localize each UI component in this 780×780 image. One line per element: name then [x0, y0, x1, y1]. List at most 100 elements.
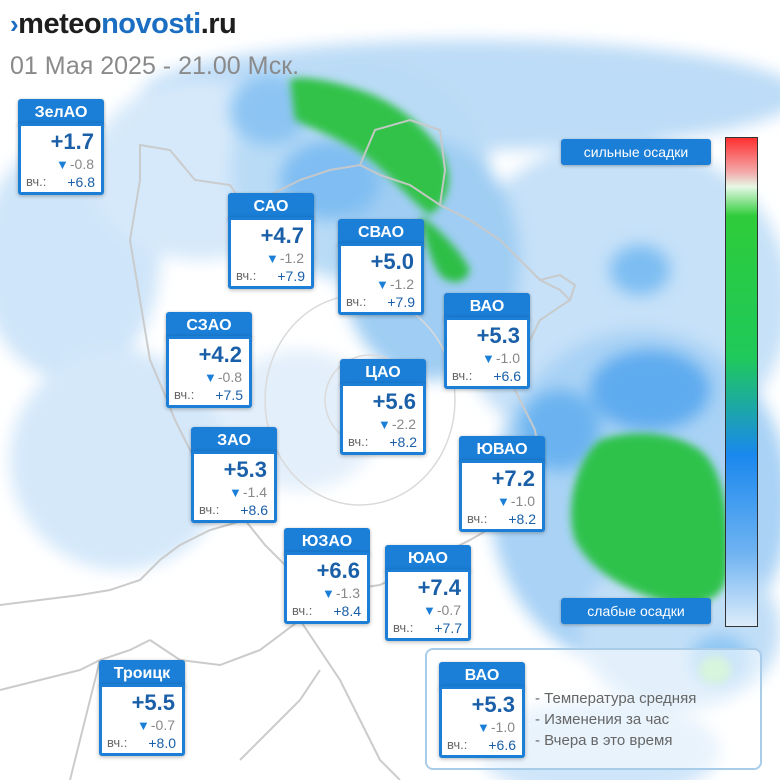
hourly-change: ▼-1.2: [376, 276, 414, 293]
yesterday-row: вч.: +7.9: [236, 268, 305, 284]
district-card-yuao[interactable]: ЮАО +7.4 ▼-0.7 вч.: +7.7: [385, 545, 471, 641]
district-card-zao[interactable]: ЗАО +5.3 ▼-1.4 вч.: +8.6: [191, 427, 277, 523]
hourly-change: ▼-1.0: [497, 493, 535, 510]
district-name: ВАО: [444, 293, 530, 321]
change-value: -0.8: [217, 369, 242, 385]
district-name: ВАО: [439, 662, 525, 690]
temperature-value: +5.3: [223, 457, 267, 482]
district-panel: +5.6 ▼-2.2 вч.: +8.2: [340, 383, 426, 455]
district-panel: +1.7 ▼-0.8 вч.: +6.8: [18, 123, 104, 195]
temperature-value: +5.6: [372, 389, 416, 414]
change-value: -2.2: [391, 416, 416, 432]
yesterday-value: +6.6: [488, 737, 516, 753]
yesterday-row: вч.: +8.2: [467, 511, 536, 527]
district-panel: +5.5 ▼-0.7 вч.: +8.0: [99, 684, 185, 756]
temperature-value: +6.6: [316, 558, 360, 583]
down-triangle-icon: ▼: [497, 494, 510, 509]
down-triangle-icon: ▼: [482, 351, 495, 366]
district-panel: +4.2 ▼-0.8 вч.: +7.5: [166, 336, 252, 408]
yesterday-value: +8.2: [508, 511, 536, 527]
weak-precipitation-label: слабые осадки: [561, 598, 711, 624]
explanation-yesterday: - Вчера в это время: [535, 732, 673, 749]
district-panel: +7.2 ▼-1.0 вч.: +8.2: [459, 460, 545, 532]
district-name: ЮЗАО: [284, 528, 370, 556]
yesterday-value: +7.9: [387, 294, 415, 310]
yesterday-value: +8.0: [148, 735, 176, 751]
yesterday-value: +6.8: [67, 174, 95, 190]
logo-mark: ›: [10, 9, 19, 39]
medium-precipitation-area: [230, 75, 750, 685]
down-triangle-icon: ▼: [322, 586, 335, 601]
district-name: САО: [228, 193, 314, 221]
hourly-change: ▼-0.8: [56, 156, 94, 173]
yesterday-value: +7.7: [434, 620, 462, 636]
district-panel: +5.3 ▼-1.0 вч.: +6.6: [439, 686, 525, 758]
district-card-yuzao[interactable]: ЮЗАО +6.6 ▼-1.3 вч.: +8.4: [284, 528, 370, 624]
district-name: Троицк: [99, 660, 185, 688]
district-panel: +4.7 ▼-1.2 вч.: +7.9: [228, 217, 314, 289]
temperature-value: +4.7: [260, 223, 304, 248]
district-panel: +5.0 ▼-1.2 вч.: +7.9: [338, 243, 424, 315]
yesterday-value: +8.6: [240, 502, 268, 518]
yesterday-value: +8.4: [333, 603, 361, 619]
district-card-szao[interactable]: СЗАО +4.2 ▼-0.8 вч.: +7.5: [166, 312, 252, 408]
hourly-change: ▼-1.2: [266, 250, 304, 267]
temperature-value: +5.0: [370, 249, 414, 274]
down-triangle-icon: ▼: [378, 417, 391, 432]
change-value: -1.4: [242, 484, 267, 500]
temperature-value: +4.2: [198, 342, 242, 367]
district-name: ЗАО: [191, 427, 277, 455]
yesterday-row: вч.: +8.6: [199, 502, 268, 518]
yesterday-label: вч.:: [236, 268, 257, 283]
district-card-vao[interactable]: ВАО +5.3 ▼-1.0 вч.: +6.6: [444, 293, 530, 389]
hourly-change: ▼-0.8: [204, 369, 242, 386]
yesterday-label: вч.:: [393, 620, 414, 635]
district-name: ЦАО: [340, 359, 426, 387]
yesterday-row: вч.: +8.4: [292, 603, 361, 619]
strong-precipitation-label: сильные осадки: [561, 139, 711, 165]
district-card-yuvao[interactable]: ЮВАО +7.2 ▼-1.0 вч.: +8.2: [459, 436, 545, 532]
down-triangle-icon: ▼: [56, 157, 69, 172]
logo-part-novosti: novosti: [101, 8, 201, 40]
temperature-value: +5.5: [131, 690, 175, 715]
yesterday-value: +8.2: [389, 434, 417, 450]
district-card-zelao[interactable]: ЗелАО +1.7 ▼-0.8 вч.: +6.8: [18, 99, 104, 195]
change-value: -1.2: [279, 250, 304, 266]
yesterday-row: вч.: +7.9: [346, 294, 415, 310]
district-name: ЮВАО: [459, 436, 545, 464]
down-triangle-icon: ▼: [423, 603, 436, 618]
yesterday-label: вч.:: [174, 387, 195, 402]
hourly-change: ▼-0.7: [423, 602, 461, 619]
yesterday-row: вч.: +8.2: [348, 434, 417, 450]
yesterday-row: вч.: +6.6: [447, 737, 516, 753]
change-value: -0.8: [69, 156, 94, 172]
change-value: -1.3: [335, 585, 360, 601]
down-triangle-icon: ▼: [204, 370, 217, 385]
legend-explanation-box: ВАО +5.3 ▼-1.0 вч.: +6.6 - Температура ср…: [425, 648, 762, 770]
down-triangle-icon: ▼: [376, 277, 389, 292]
change-value: -0.7: [436, 602, 461, 618]
district-name: СВАО: [338, 219, 424, 247]
precipitation-scale-bar: [725, 137, 758, 627]
district-card-svao[interactable]: СВАО +5.0 ▼-1.2 вч.: +7.9: [338, 219, 424, 315]
yesterday-label: вч.:: [467, 511, 488, 526]
district-panel: +7.4 ▼-0.7 вч.: +7.7: [385, 569, 471, 641]
explanation-average-temp: - Температура средняя: [535, 690, 697, 707]
change-value: -1.0: [495, 350, 520, 366]
hourly-change: ▼-2.2: [378, 416, 416, 433]
district-name: ЮАО: [385, 545, 471, 573]
district-card-troitsk[interactable]: Троицк +5.5 ▼-0.7 вч.: +8.0: [99, 660, 185, 756]
temperature-value: +1.7: [50, 129, 94, 154]
hourly-change: ▼-1.0: [477, 719, 515, 736]
forecast-datetime: 01 Мая 2025 - 21.00 Мск.: [10, 52, 300, 80]
down-triangle-icon: ▼: [477, 720, 490, 735]
down-triangle-icon: ▼: [266, 251, 279, 266]
district-card-tsao[interactable]: ЦАО +5.6 ▼-2.2 вч.: +8.2: [340, 359, 426, 455]
district-panel: +5.3 ▼-1.0 вч.: +6.6: [444, 317, 530, 389]
change-value: -0.7: [150, 717, 175, 733]
district-card-sao[interactable]: САО +4.7 ▼-1.2 вч.: +7.9: [228, 193, 314, 289]
heavy-precipitation-area: [290, 78, 731, 684]
yesterday-label: вч.:: [348, 434, 369, 449]
explanation-rows: - Температура средняя - Изменения за час…: [535, 688, 696, 751]
temperature-value: +5.3: [476, 323, 520, 348]
